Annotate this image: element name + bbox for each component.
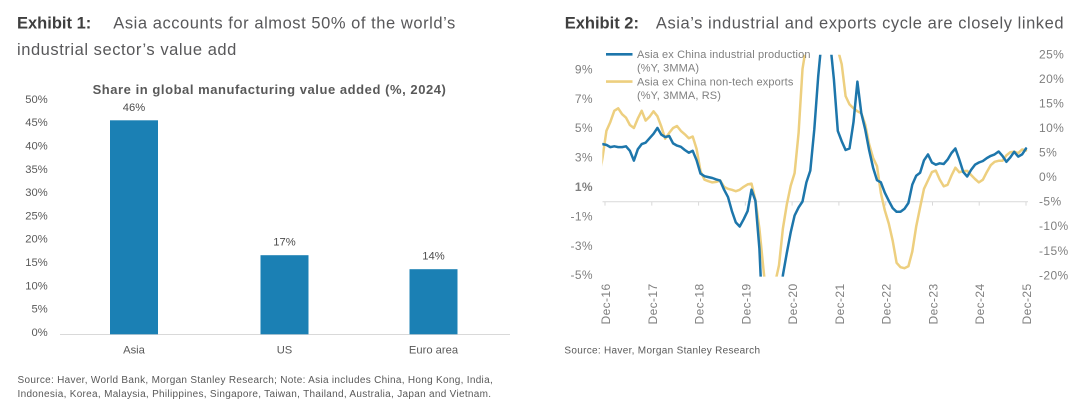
svg-text:Dec-17: Dec-17 <box>646 283 660 324</box>
svg-text:-5%: -5% <box>570 268 593 282</box>
svg-text:-5%: -5% <box>1039 195 1062 209</box>
svg-text:Dec-25: Dec-25 <box>1020 283 1034 324</box>
svg-text:46%: 46% <box>123 102 145 114</box>
svg-text:Euro area: Euro area <box>409 345 459 357</box>
svg-text:Dec-16: Dec-16 <box>599 283 613 324</box>
svg-text:10%: 10% <box>25 280 47 292</box>
svg-text:5%: 5% <box>1039 146 1057 160</box>
svg-text:-20%: -20% <box>1039 268 1069 282</box>
svg-text:Asia ex China industrial produ: Asia ex China industrial production <box>637 49 811 61</box>
svg-text:25%: 25% <box>25 210 47 222</box>
svg-text:25%: 25% <box>1039 48 1064 62</box>
svg-text:Source: Haver, Morgan Stanley: Source: Haver, Morgan Stanley Research <box>564 346 760 357</box>
svg-text:20%: 20% <box>25 234 47 246</box>
svg-text:Dec-21: Dec-21 <box>833 283 847 324</box>
svg-text:Asia’s industrial and exports: Asia’s industrial and exports cycle are … <box>656 15 1064 33</box>
svg-text:30%: 30% <box>25 187 47 199</box>
svg-text:Asia ex China non-tech exports: Asia ex China non-tech exports <box>637 76 794 88</box>
svg-text:Dec-18: Dec-18 <box>693 283 707 324</box>
svg-text:-3%: -3% <box>570 239 593 253</box>
svg-text:40%: 40% <box>25 141 47 153</box>
svg-text:17%: 17% <box>273 237 295 249</box>
svg-text:10%: 10% <box>1039 121 1064 135</box>
svg-text:-1%: -1% <box>570 209 593 223</box>
svg-text:-15%: -15% <box>1039 244 1069 258</box>
svg-text:Dec-22: Dec-22 <box>880 283 894 324</box>
svg-text:Dec-19: Dec-19 <box>739 283 753 324</box>
svg-text:Dec-24: Dec-24 <box>973 283 987 324</box>
svg-text:1%: 1% <box>575 180 593 194</box>
svg-text:0%: 0% <box>32 327 48 339</box>
svg-text:5%: 5% <box>32 304 48 316</box>
svg-text:7%: 7% <box>575 92 593 106</box>
svg-text:5%: 5% <box>575 121 593 135</box>
svg-text:Exhibit 1:: Exhibit 1: <box>17 15 91 33</box>
svg-text:(%Y, 3MMA): (%Y, 3MMA) <box>637 63 699 75</box>
svg-text:-10%: -10% <box>1039 219 1069 233</box>
svg-text:3%: 3% <box>575 151 593 165</box>
svg-text:Asia accounts for almost 50% o: Asia accounts for almost 50% of the worl… <box>113 15 456 33</box>
svg-text:Source: Haver, World Bank, Mor: Source: Haver, World Bank, Morgan Stanle… <box>18 375 494 386</box>
svg-text:50%: 50% <box>25 94 47 106</box>
svg-text:(%Y, 3MMA, RS): (%Y, 3MMA, RS) <box>637 90 721 102</box>
svg-text:Exhibit 2:: Exhibit 2: <box>565 15 639 33</box>
svg-text:Share in global manufacturing: Share in global manufacturing value adde… <box>93 82 447 97</box>
svg-text:14%: 14% <box>422 251 444 263</box>
svg-text:20%: 20% <box>1039 72 1064 86</box>
svg-text:Indonesia, Korea, Malaysia, Ph: Indonesia, Korea, Malaysia, Philippines,… <box>18 389 492 400</box>
svg-text:Dec-20: Dec-20 <box>786 283 800 324</box>
svg-text:Dec-23: Dec-23 <box>927 283 941 324</box>
svg-text:45%: 45% <box>25 117 47 129</box>
svg-text:0%: 0% <box>1039 170 1057 184</box>
svg-text:Asia: Asia <box>123 345 146 357</box>
svg-text:15%: 15% <box>25 257 47 269</box>
svg-text:35%: 35% <box>25 164 47 176</box>
svg-text:15%: 15% <box>1039 97 1064 111</box>
svg-text:US: US <box>277 345 293 357</box>
svg-text:industrial sector’s value add: industrial sector’s value add <box>17 41 237 59</box>
svg-text:9%: 9% <box>575 62 593 76</box>
